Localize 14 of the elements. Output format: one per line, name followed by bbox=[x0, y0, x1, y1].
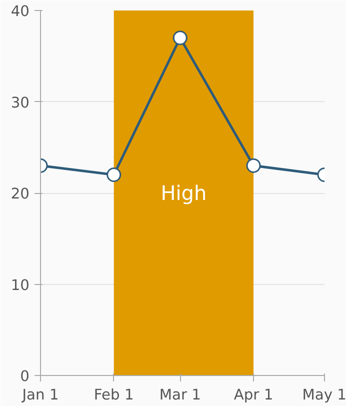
x-tick-label: May 1 bbox=[302, 386, 346, 404]
x-tick-label: Jan 1 bbox=[21, 386, 59, 404]
band-label: High bbox=[160, 181, 207, 205]
x-tick-label: Apr 1 bbox=[234, 386, 274, 404]
x-tick-label: Feb 1 bbox=[94, 386, 134, 404]
point bbox=[106, 168, 122, 182]
y-tick-label: 0 bbox=[20, 368, 30, 385]
point bbox=[246, 158, 261, 173]
point bbox=[172, 30, 188, 46]
y-tick-label: 20 bbox=[10, 186, 30, 202]
y-tick-label: 40 bbox=[10, 3, 30, 20]
y-tick-label: 30 bbox=[10, 94, 30, 112]
x-tick-label: Mar 1 bbox=[159, 386, 201, 404]
y-tick-label: 10 bbox=[10, 276, 30, 294]
